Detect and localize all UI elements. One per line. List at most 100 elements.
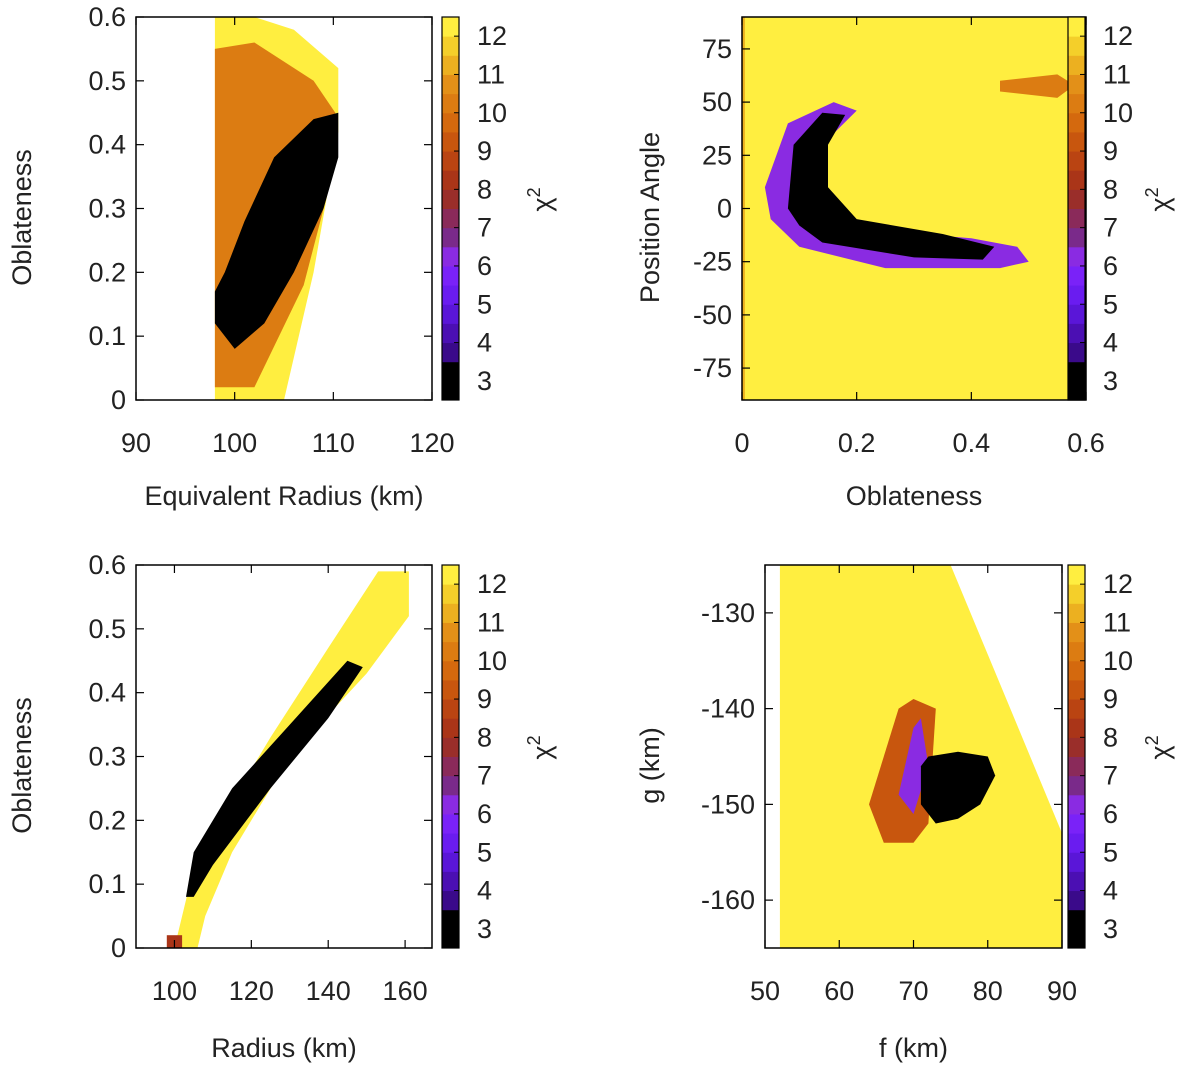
colorbar-segment xyxy=(442,170,459,190)
colorbar-tick-label: 10 xyxy=(1103,98,1133,128)
colorbar-tick-label: 4 xyxy=(1103,876,1118,906)
colorbar-segment xyxy=(1068,227,1085,248)
colorbar-tick-label: 9 xyxy=(1103,684,1118,714)
colorbar-tick-label: 12 xyxy=(1103,569,1133,599)
colorbar-segment xyxy=(442,775,459,796)
x-tick-label: 100 xyxy=(152,976,197,1006)
colorbar-label-superscript: 2 xyxy=(524,187,544,197)
y-tick-label: 0 xyxy=(717,194,732,224)
colorbar-tick-label: 5 xyxy=(477,837,492,867)
colorbar-segment xyxy=(442,246,459,267)
colorbar-segment xyxy=(1068,55,1085,75)
y-tick-label: 0 xyxy=(111,933,126,963)
colorbar-tick-label: 10 xyxy=(1103,646,1133,676)
x-tick-label: 90 xyxy=(121,428,151,458)
heatmap-region xyxy=(1000,74,1075,98)
y-tick-label: 0.4 xyxy=(88,678,126,708)
colorbar: 3 4 5 6 7 8 9 10 11 12 χ2 xyxy=(441,564,557,949)
colorbar-label: χ2 xyxy=(524,187,557,211)
colorbar-segment xyxy=(1068,603,1085,623)
colorbar-tick-label: 4 xyxy=(477,876,492,906)
x-tick-label: 140 xyxy=(306,976,351,1006)
colorbar-segment xyxy=(1068,74,1085,95)
colorbar-label: χ2 xyxy=(524,735,557,759)
x-tick-label: 0 xyxy=(734,428,749,458)
colorbar-tick-label: 7 xyxy=(477,761,492,791)
colorbar-segment xyxy=(1068,718,1085,738)
colorbar-tick-label: 7 xyxy=(1103,761,1118,791)
colorbar-segment xyxy=(1068,342,1085,363)
colorbar-segment xyxy=(1068,112,1085,133)
colorbar-segment xyxy=(442,699,459,719)
y-tick-label: 0.6 xyxy=(88,2,126,32)
colorbar-tick-label: 6 xyxy=(1103,251,1118,281)
colorbar-tick-label: 9 xyxy=(1103,136,1118,166)
y-axis-label: Oblateness xyxy=(7,149,37,286)
colorbar-segment xyxy=(442,189,459,209)
colorbar-segment xyxy=(1068,871,1085,892)
colorbar-label: χ2 xyxy=(1142,187,1175,211)
colorbar-tick-label: 3 xyxy=(1103,366,1118,396)
x-tick-label: 160 xyxy=(383,976,428,1006)
colorbar-label-superscript: 2 xyxy=(1142,735,1162,745)
x-tick-label: 0.2 xyxy=(838,428,876,458)
x-tick-label: 0.6 xyxy=(1067,428,1105,458)
colorbar: 3 4 5 6 7 8 9 10 11 12 χ2 xyxy=(1067,16,1175,401)
colorbar-tick-label: 10 xyxy=(477,646,507,676)
colorbar-segment xyxy=(1068,189,1085,209)
colorbar: 3 4 5 6 7 8 9 10 11 12 χ2 xyxy=(441,16,557,401)
colorbar-segment xyxy=(442,565,459,585)
heatmap-region xyxy=(214,112,339,349)
colorbar-segment xyxy=(442,833,459,853)
heatmap-region xyxy=(920,751,996,824)
y-tick-label: 0.3 xyxy=(88,194,126,224)
colorbar-frame xyxy=(1067,564,1086,949)
colorbar-segment xyxy=(442,813,459,834)
colorbar-frame xyxy=(1067,16,1086,401)
chart-panel-2: 0 0.2 0.4 0.6-75-50-250255075OblatenessPosi… xyxy=(635,16,1175,511)
y-axis-label: Oblateness xyxy=(7,697,37,834)
colorbar-tick-label: 8 xyxy=(1103,174,1118,204)
y-axis-label: g (km) xyxy=(635,727,665,804)
colorbar-segment xyxy=(1068,794,1085,815)
y-tick-label: 0 xyxy=(111,385,126,415)
colorbar-segment xyxy=(442,323,459,344)
colorbar-tick-label: 11 xyxy=(1103,607,1131,637)
y-tick-label: 0.5 xyxy=(88,614,126,644)
colorbar-segment xyxy=(1068,622,1085,643)
colorbar-segment xyxy=(1068,17,1085,37)
colorbar-tick-label: 6 xyxy=(477,799,492,829)
colorbar-tick-label: 5 xyxy=(1103,289,1118,319)
colorbar-tick-label: 11 xyxy=(1103,59,1131,89)
colorbar-tick-label: 7 xyxy=(1103,213,1118,243)
colorbar-segment xyxy=(1068,679,1085,700)
colorbar-segment xyxy=(1068,756,1085,777)
colorbar-tick-label: 8 xyxy=(477,722,492,752)
colorbar-segment xyxy=(442,285,459,305)
colorbar-segment xyxy=(442,622,459,643)
colorbar-segment xyxy=(442,36,459,56)
colorbar-tick-label: 6 xyxy=(477,251,492,281)
colorbar-tick-label: 8 xyxy=(1103,722,1118,752)
colorbar-segment xyxy=(442,131,459,152)
colorbar-segment xyxy=(442,112,459,133)
y-tick-label: -25 xyxy=(693,247,732,277)
chart-panel-1: 90 100 110 120 0 0.1 0.2 0.3 0.4 0.5 0.6 Equivalent… xyxy=(7,2,557,511)
y-tick-label: 0.4 xyxy=(88,130,126,160)
x-tick-label: 110 xyxy=(312,428,355,458)
colorbar-segment xyxy=(1068,361,1085,401)
heatmap xyxy=(214,17,339,400)
colorbar-segment xyxy=(1068,852,1085,872)
colorbar-segment xyxy=(1068,833,1085,853)
colorbar-tick-label: 4 xyxy=(1103,328,1118,358)
colorbar-segment xyxy=(1068,775,1085,796)
colorbar-segment xyxy=(1068,151,1085,171)
colorbar-tick-label: 3 xyxy=(477,914,492,944)
colorbar-tick-label: 9 xyxy=(477,136,492,166)
colorbar-tick-label: 12 xyxy=(477,21,507,51)
y-tick-label: 0.2 xyxy=(88,805,126,835)
colorbar-segment xyxy=(442,794,459,815)
colorbar-segment xyxy=(1068,246,1085,267)
y-tick-label: -160 xyxy=(701,885,755,915)
colorbar-tick-label: 3 xyxy=(477,366,492,396)
